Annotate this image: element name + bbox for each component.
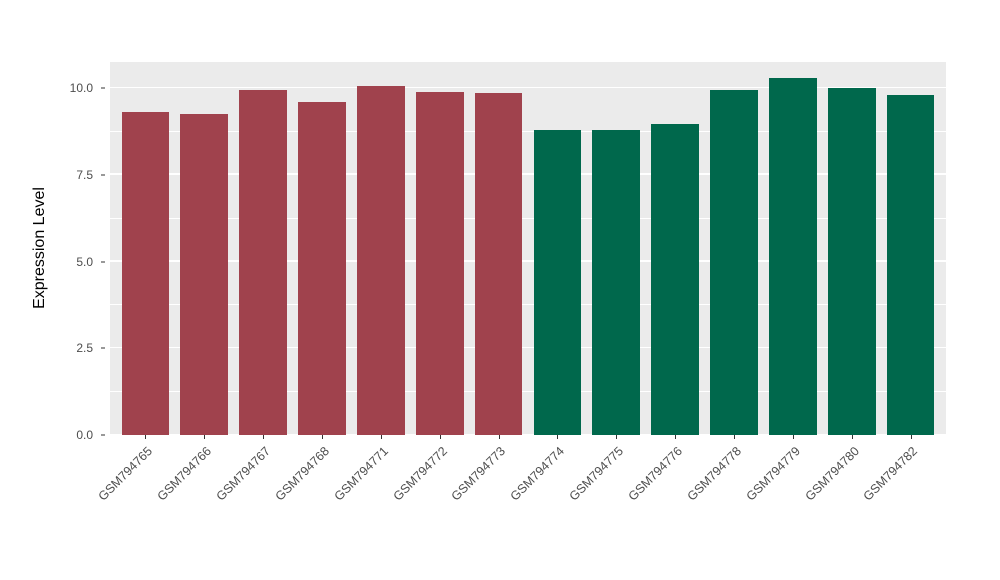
bar-GSM794771 — [357, 86, 405, 435]
bar-GSM794768 — [298, 101, 346, 435]
x-tick-mark — [263, 435, 265, 439]
x-tick-mark — [439, 435, 441, 439]
x-tick-mark — [380, 435, 382, 439]
x-tick-mark — [910, 435, 912, 439]
x-tick-mark — [792, 435, 794, 439]
x-slot: GSM794765 — [96, 435, 175, 565]
bar-slot — [410, 62, 469, 435]
x-tick-mark — [557, 435, 559, 439]
gridline-major — [110, 346, 946, 349]
x-slot: GSM794780 — [802, 435, 881, 565]
x-slot: GSM794768 — [272, 435, 352, 565]
bar-slot — [175, 62, 234, 435]
bar-slot — [822, 62, 881, 435]
y-tick-mark — [101, 174, 105, 176]
bar-slot — [234, 62, 293, 435]
x-tick-mark — [734, 435, 736, 439]
x-tick-mark — [145, 435, 147, 439]
y-tick-label: 2.5 — [76, 341, 93, 356]
y-tick-mark — [101, 87, 105, 89]
x-slot: GSM794775 — [567, 435, 646, 565]
y-tick-label: 5.0 — [76, 254, 93, 269]
bar-slot — [351, 62, 410, 435]
x-slot: GSM794774 — [508, 435, 587, 565]
gridline-major — [110, 260, 946, 262]
x-slot: GSM794779 — [743, 435, 822, 565]
bar-GSM794765 — [121, 112, 170, 435]
x-slot: GSM794778 — [684, 435, 764, 565]
x-tick-label: GSM794765 — [95, 444, 156, 504]
x-axis: GSM794765 GSM794766 GSM794767 GSM794768 GSM7… — [96, 435, 946, 565]
bar-slot — [763, 62, 822, 435]
bar-GSM794774 — [533, 129, 582, 435]
bar-GSM794778 — [710, 89, 758, 435]
gridline-major — [110, 86, 946, 89]
bar-slot — [587, 62, 646, 435]
bar-slot — [646, 62, 705, 435]
x-tick-mark — [322, 435, 323, 439]
x-tick-mark — [204, 435, 206, 439]
bar-slot — [881, 62, 940, 435]
y-tick-label: 0.0 — [76, 428, 93, 442]
x-tick-mark — [675, 435, 677, 439]
bar-GSM794773 — [474, 93, 523, 435]
y-tick-mark — [101, 261, 105, 263]
x-tick-mark — [851, 435, 853, 439]
y-tick-mark — [101, 347, 105, 349]
bar-slot — [705, 62, 764, 435]
x-slot: GSM794771 — [331, 435, 410, 565]
gridline-major — [110, 173, 946, 175]
y-tick-mark — [101, 434, 105, 436]
y-axis: 0.0 2.5 5.0 7.5 10.0 — [0, 62, 110, 441]
bar-GSM794766 — [180, 114, 229, 435]
bar-GSM794767 — [239, 89, 287, 435]
gridline-minor — [110, 391, 946, 392]
x-slot: GSM794782 — [861, 435, 940, 565]
x-slot: GSM794772 — [390, 435, 469, 565]
x-slot: GSM794776 — [626, 435, 705, 565]
y-tick-label: 7.5 — [76, 167, 93, 182]
bar-GSM794772 — [415, 91, 464, 435]
x-tick-mark — [616, 435, 618, 439]
bar-slot — [116, 62, 175, 435]
x-slot: GSM794773 — [449, 435, 528, 565]
x-slot: GSM794767 — [214, 435, 293, 565]
x-slot: GSM794766 — [155, 435, 234, 565]
bar-GSM794782 — [886, 94, 935, 435]
plot-panel — [110, 62, 946, 435]
y-tick-label: 10.0 — [69, 81, 93, 96]
bar-GSM794775 — [592, 129, 641, 435]
x-tick-mark — [498, 435, 500, 439]
bar-GSM794779 — [769, 77, 817, 435]
bars-container — [110, 62, 946, 435]
bar-slot — [469, 62, 528, 435]
gridline-major — [110, 433, 946, 435]
gridline-minor — [110, 304, 946, 305]
gridline-minor — [110, 130, 946, 132]
bar-GSM794780 — [827, 88, 876, 435]
bar-slot — [293, 62, 352, 435]
bar-GSM794776 — [651, 124, 699, 435]
gridline-minor — [110, 217, 946, 219]
bar-slot — [528, 62, 587, 435]
